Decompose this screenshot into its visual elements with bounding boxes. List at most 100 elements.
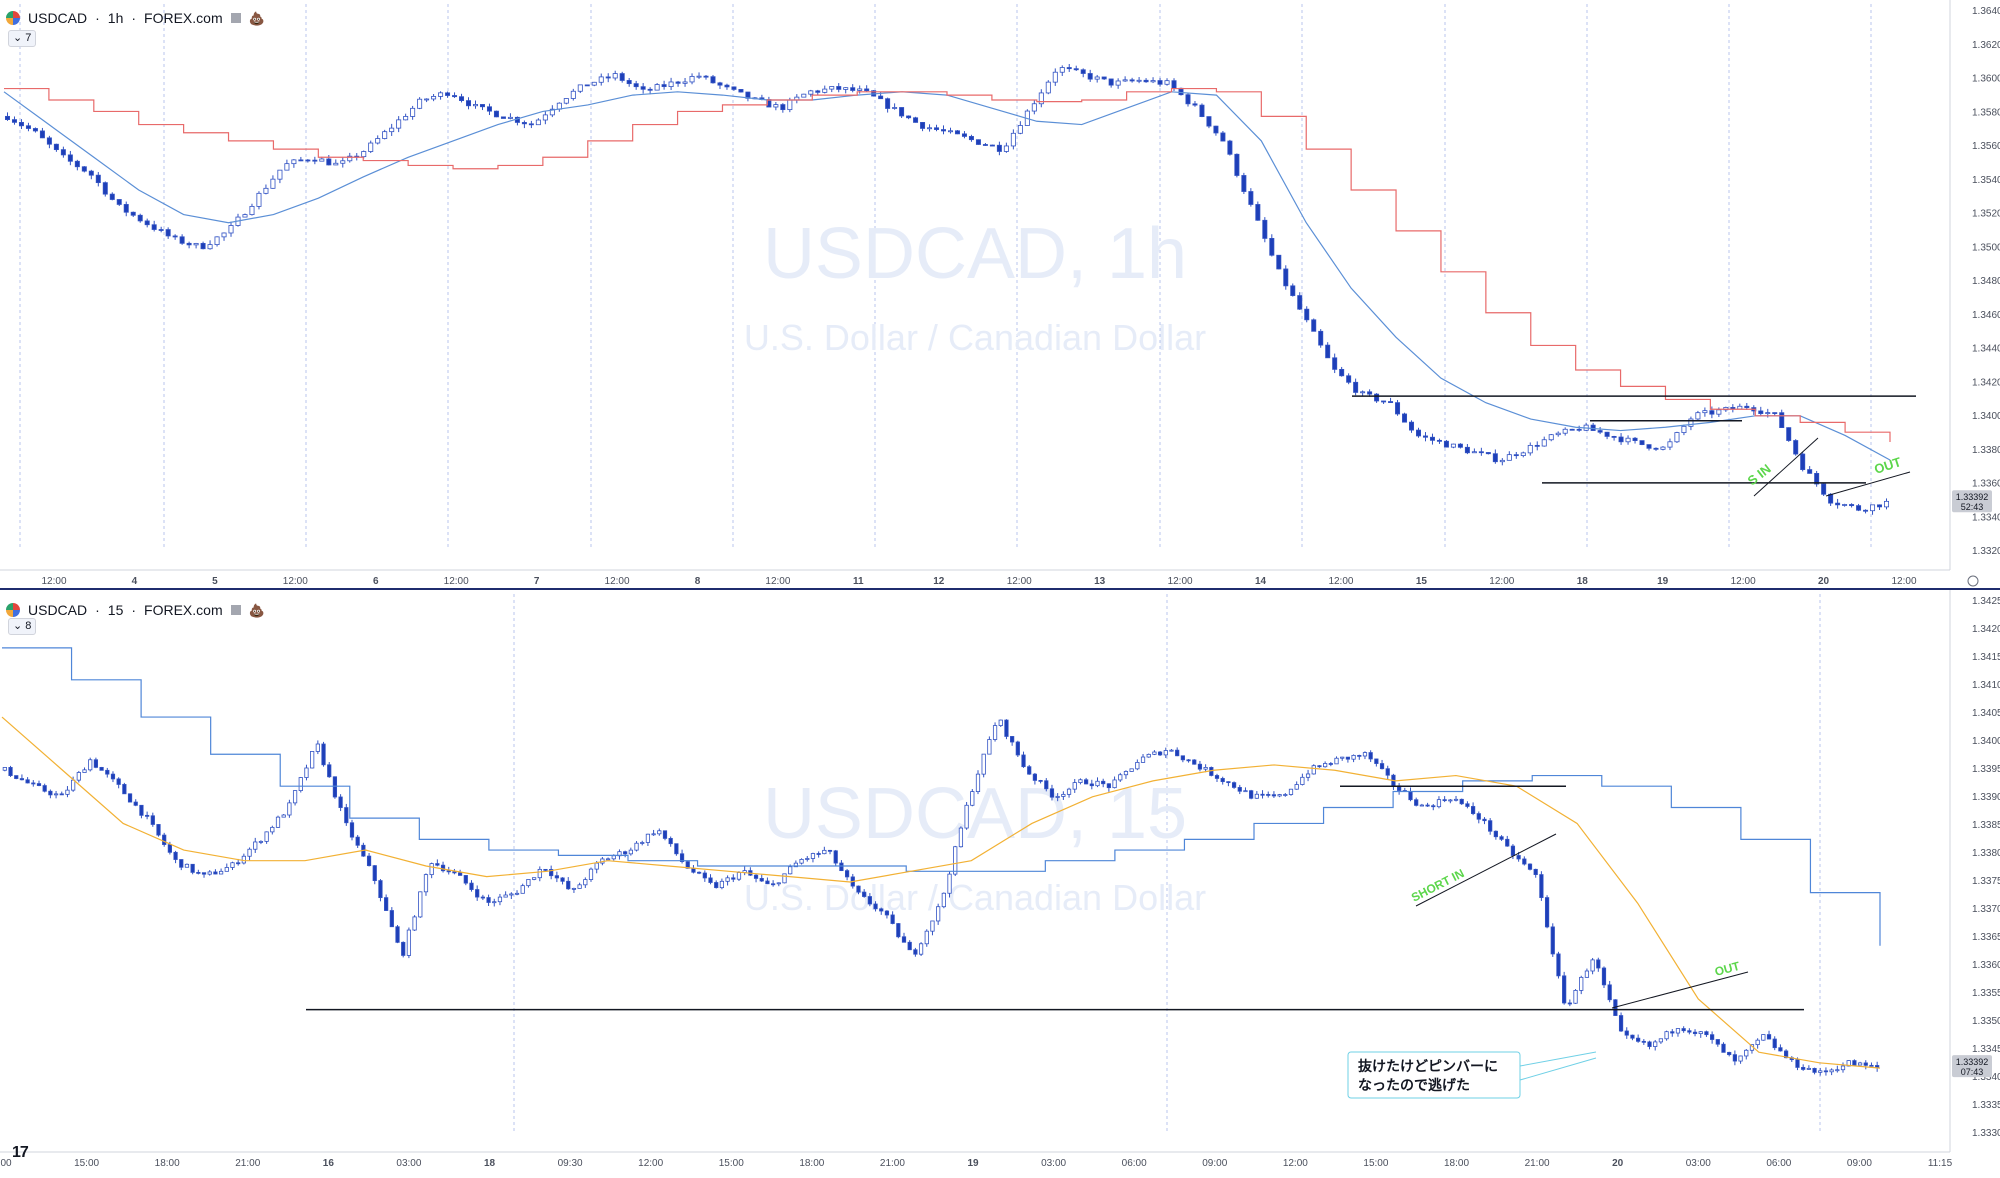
- candle-down: [452, 95, 458, 98]
- candle-down: [1374, 758, 1379, 764]
- candle-down: [884, 910, 890, 916]
- candle-down: [697, 871, 702, 874]
- candle-up: [1243, 790, 1248, 793]
- candle-up: [1017, 125, 1023, 134]
- candle-down: [717, 82, 723, 86]
- legend-interval[interactable]: 1h: [107, 10, 124, 26]
- candle-down: [1744, 405, 1750, 408]
- price-axis-label: 1.33200: [1972, 546, 2000, 557]
- candle-down: [445, 92, 451, 96]
- time-axis-label: 00: [0, 1158, 12, 1169]
- candle-down: [862, 891, 867, 897]
- candle-down: [906, 115, 912, 119]
- time-axis-label: 20: [1612, 1158, 1624, 1169]
- chart-pane-1h[interactable]: USDCAD · 1h · FOREX.com 💩 ⌄ 7 USDCAD, 1h…: [0, 0, 2000, 590]
- candle-down: [549, 869, 554, 877]
- candle-up: [1305, 773, 1311, 778]
- candle-down: [1544, 897, 1550, 928]
- candle-up: [1658, 1038, 1664, 1043]
- candle-up: [520, 885, 525, 894]
- legend-interval[interactable]: 15: [107, 602, 124, 618]
- time-axis-label: 16: [323, 1158, 335, 1169]
- candle-up: [1829, 1069, 1834, 1073]
- candle-down: [305, 159, 311, 162]
- legend-15m[interactable]: USDCAD · 15 · FOREX.com 💩: [6, 600, 265, 620]
- candle-down: [1425, 804, 1430, 807]
- indicator-count-badge[interactable]: ⌄ 8: [8, 618, 37, 635]
- candle-up: [634, 842, 639, 851]
- candle-down: [1457, 443, 1463, 448]
- market-status-icon[interactable]: [230, 13, 241, 23]
- price-axis-label: 1.34200: [1972, 624, 2000, 635]
- candle-down: [1516, 855, 1521, 860]
- current-price-tag: [1952, 1055, 1992, 1078]
- candle-up: [76, 772, 81, 781]
- candle-up: [563, 98, 569, 104]
- candle-down: [458, 872, 463, 876]
- time-axis-label: 12:00: [1731, 576, 1756, 587]
- candle-up: [654, 84, 660, 91]
- candle-up: [1857, 1062, 1863, 1066]
- candle-up: [247, 848, 252, 857]
- chart-15m[interactable]: USDCAD, 15 U.S. Dollar / Canadian Dollar 1…: [0, 590, 2000, 1178]
- legend-symbol[interactable]: USDCAD: [28, 10, 88, 26]
- candle-down: [389, 910, 394, 928]
- price-axis-label: 1.33800: [1972, 848, 2000, 859]
- candle-up: [253, 841, 258, 850]
- price-axis-label: 1.35400: [1972, 175, 2000, 186]
- candle-down: [1550, 926, 1555, 955]
- legend-symbol[interactable]: USDCAD: [28, 602, 88, 618]
- legend-1h[interactable]: USDCAD · 1h · FOREX.com 💩: [6, 8, 265, 28]
- candle-down: [1325, 344, 1331, 359]
- candle-down: [836, 86, 842, 90]
- candle-down: [327, 764, 332, 778]
- candle-down: [179, 236, 185, 244]
- candle-down: [1596, 959, 1601, 969]
- candle-down: [1793, 440, 1799, 455]
- candle-up: [1118, 774, 1123, 781]
- candle-down: [1206, 116, 1212, 127]
- time-axis-label: 19: [1657, 576, 1669, 587]
- candle-down: [1732, 1054, 1737, 1062]
- candle-up: [1078, 779, 1083, 783]
- candle-down: [1485, 452, 1491, 455]
- candle-down: [1409, 421, 1415, 431]
- candle-down: [479, 104, 485, 108]
- candle-down: [1213, 125, 1219, 134]
- candle-down: [1869, 1064, 1874, 1067]
- candle-down: [1231, 782, 1237, 788]
- candle-down: [1283, 268, 1289, 287]
- candle-down: [816, 853, 821, 855]
- candle-down: [1470, 806, 1476, 814]
- candle-down: [1823, 1070, 1829, 1073]
- price-axis-label: 1.34200: [1972, 377, 2000, 388]
- candle-up: [1038, 92, 1044, 105]
- indicator-count-badge[interactable]: ⌄ 7: [8, 30, 37, 47]
- candle-up: [1300, 776, 1305, 785]
- candle-down: [1402, 413, 1408, 423]
- candle-down: [122, 784, 127, 795]
- chart-pane-15m[interactable]: USDCAD · 15 · FOREX.com 💩 ⌄ 8 USDCAD, 15…: [0, 590, 2000, 1178]
- candle-down: [1143, 79, 1149, 83]
- candle-down: [1297, 295, 1303, 310]
- candle-down: [907, 941, 912, 951]
- current-price-tag: [1952, 490, 1992, 513]
- market-status-icon[interactable]: [230, 605, 241, 615]
- candle-up: [193, 242, 199, 246]
- candle-up: [228, 225, 234, 234]
- price-axis-label: 1.33600: [1972, 479, 2000, 490]
- candle-up: [975, 773, 981, 792]
- candle-down: [661, 84, 667, 88]
- candle-up: [1150, 80, 1156, 83]
- candle-down: [1778, 1047, 1783, 1052]
- candle-down: [1429, 436, 1435, 441]
- tradingview-logo-icon[interactable]: 17: [12, 1144, 29, 1161]
- candle-down: [11, 119, 17, 123]
- candle-down: [543, 868, 548, 871]
- candle-down: [1084, 779, 1089, 785]
- candle-up: [1061, 793, 1066, 797]
- candle-up: [1277, 794, 1282, 797]
- price-axis-label: 1.36400: [1972, 6, 2000, 17]
- chart-1h[interactable]: USDCAD, 1h U.S. Dollar / Canadian Dollar 1…: [0, 0, 2000, 588]
